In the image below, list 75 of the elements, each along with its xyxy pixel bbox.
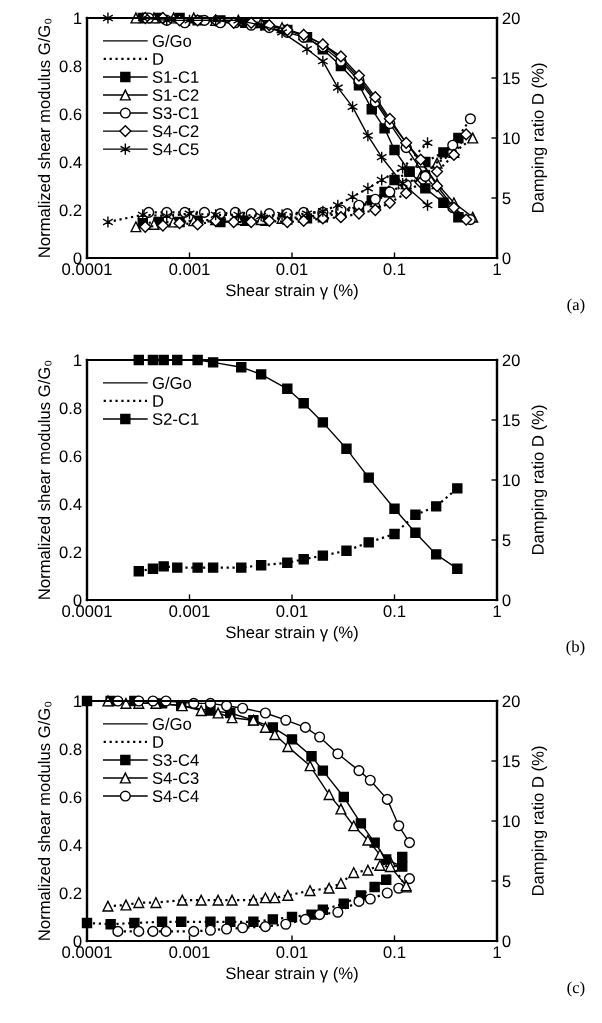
y-tick-label: 1 — [74, 12, 82, 25]
x-tick-label: 0.01 — [276, 263, 308, 276]
text: (a) — [567, 298, 585, 314]
y2-tick-label: 5 — [502, 875, 511, 888]
y-axis-title: Normalized shear modulus G/G₀ — [37, 360, 52, 599]
x-tick-label: 1 — [493, 263, 501, 275]
legend-label: S4-C5 — [152, 143, 199, 156]
y-tick-label: 0 — [73, 594, 82, 607]
y2-axis-title: Damping ratio D (%) — [531, 746, 548, 896]
legend-label: G/Go — [152, 34, 192, 47]
x-tick-label: 1 — [493, 946, 501, 958]
y2-tick-label: 0 — [502, 594, 511, 607]
y-tick-label: 0.4 — [59, 156, 82, 169]
legend-label: D — [153, 53, 164, 65]
y2-tick-label: 10 — [503, 815, 520, 828]
legend-label: S4-C2 — [152, 125, 199, 138]
x-tick-label: 0.1 — [383, 605, 406, 618]
x-tick-label: 0.01 — [276, 605, 308, 618]
y-tick-label: 0.8 — [59, 60, 82, 73]
x-axis-title: Shear strain γ (%) — [226, 625, 358, 642]
y2-tick-label: 0 — [502, 252, 511, 265]
y-tick-label: 0.8 — [59, 743, 82, 756]
y2-tick-label: 20 — [502, 354, 520, 367]
x-axis-title: Shear strain γ (%) — [226, 283, 358, 300]
x-tick-label: 0.0001 — [62, 946, 112, 959]
y-tick-label: 1 — [74, 695, 82, 708]
x-tick-label: 0.001 — [169, 946, 210, 959]
y-axis-title: Normalized shear modulus G/G₀ — [37, 18, 52, 257]
x-tick-label: 0.1 — [383, 946, 406, 959]
y2-tick-label: 5 — [502, 534, 511, 547]
legend-label: S4-C3 — [152, 772, 199, 785]
y-tick-label: 0.6 — [59, 450, 82, 463]
y2-tick-label: 5 — [502, 192, 511, 205]
y-tick-label: 0.6 — [59, 791, 82, 804]
legend-label: G/Go — [152, 717, 192, 730]
y2-tick-label: 10 — [503, 474, 520, 487]
x-tick-label: 0.001 — [169, 605, 210, 618]
legend-label: S1-C2 — [152, 89, 199, 102]
y2-axis-title: Damping ratio D (%) — [531, 63, 548, 213]
legend-label: S4-C4 — [152, 790, 199, 803]
y2-tick-label: 15 — [503, 414, 520, 427]
x-tick-label: 0.01 — [276, 946, 308, 959]
y-axis-title: Normalized shear modulus G/G₀ — [37, 701, 52, 940]
y2-tick-label: 20 — [502, 695, 520, 708]
y-tick-label: 0.4 — [59, 839, 82, 852]
text: (b) — [566, 640, 585, 656]
y2-tick-label: 15 — [503, 72, 520, 85]
y2-tick-label: 10 — [503, 132, 520, 145]
y-tick-label: 1 — [74, 354, 82, 367]
legend-label: S3-C4 — [152, 754, 199, 766]
x-tick-label: 1 — [493, 605, 501, 617]
y-tick-label: 0.6 — [59, 108, 82, 121]
legend-label: S3-C1 — [152, 107, 199, 120]
legend-label: S1-C1 — [152, 71, 199, 83]
y-tick-label: 0.4 — [59, 498, 82, 511]
y2-axis-title: Damping ratio D (%) — [531, 405, 548, 555]
x-tick-label: 0.0001 — [62, 263, 112, 276]
text: (c) — [567, 981, 585, 997]
y2-tick-label: 15 — [503, 755, 520, 768]
y2-tick-label: 0 — [502, 935, 511, 948]
y2-tick-label: 20 — [502, 12, 520, 25]
legend-label: S2-C1 — [152, 413, 199, 425]
legend-label: G/Go — [152, 376, 192, 389]
y-tick-label: 0 — [73, 252, 82, 265]
x-tick-label: 0.1 — [383, 263, 406, 276]
legend-label: D — [153, 395, 164, 407]
y-tick-label: 0.2 — [59, 204, 82, 217]
x-tick-label: 0.0001 — [62, 605, 112, 618]
y-tick-label: 0.8 — [59, 402, 82, 415]
x-axis-title: Shear strain γ (%) — [226, 966, 358, 983]
y-tick-label: 0.2 — [59, 887, 82, 900]
y-tick-label: 0 — [73, 935, 82, 948]
legend-label: D — [153, 736, 164, 748]
y-tick-label: 0.2 — [59, 546, 82, 559]
x-tick-label: 0.001 — [169, 263, 210, 276]
